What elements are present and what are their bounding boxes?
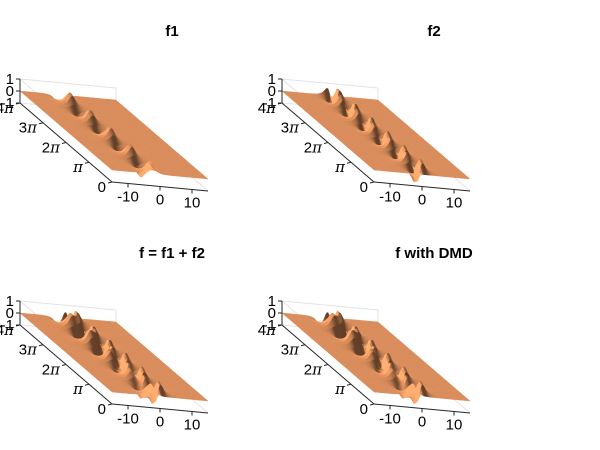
z-tick-label: 1 — [6, 71, 14, 88]
t-tick-mark — [38, 122, 44, 125]
x-tick-label: 0 — [156, 192, 164, 209]
t-tick-mark — [84, 161, 90, 164]
surface — [281, 87, 471, 183]
x-tick-label: 10 — [184, 195, 201, 212]
x-tick-label: -10 — [117, 189, 139, 206]
box-edge — [281, 78, 379, 89]
t-tick-label: 2π — [42, 138, 61, 156]
t-tick-label: 3π — [19, 119, 38, 137]
t-tick-mark — [61, 142, 67, 144]
t-tick-mark — [107, 181, 113, 184]
t-tick-label: π — [72, 158, 84, 176]
t-tick-label: 0 — [98, 179, 106, 196]
subplot-title: f1 — [165, 23, 178, 40]
box-edge — [19, 78, 117, 89]
surface — [19, 90, 209, 180]
